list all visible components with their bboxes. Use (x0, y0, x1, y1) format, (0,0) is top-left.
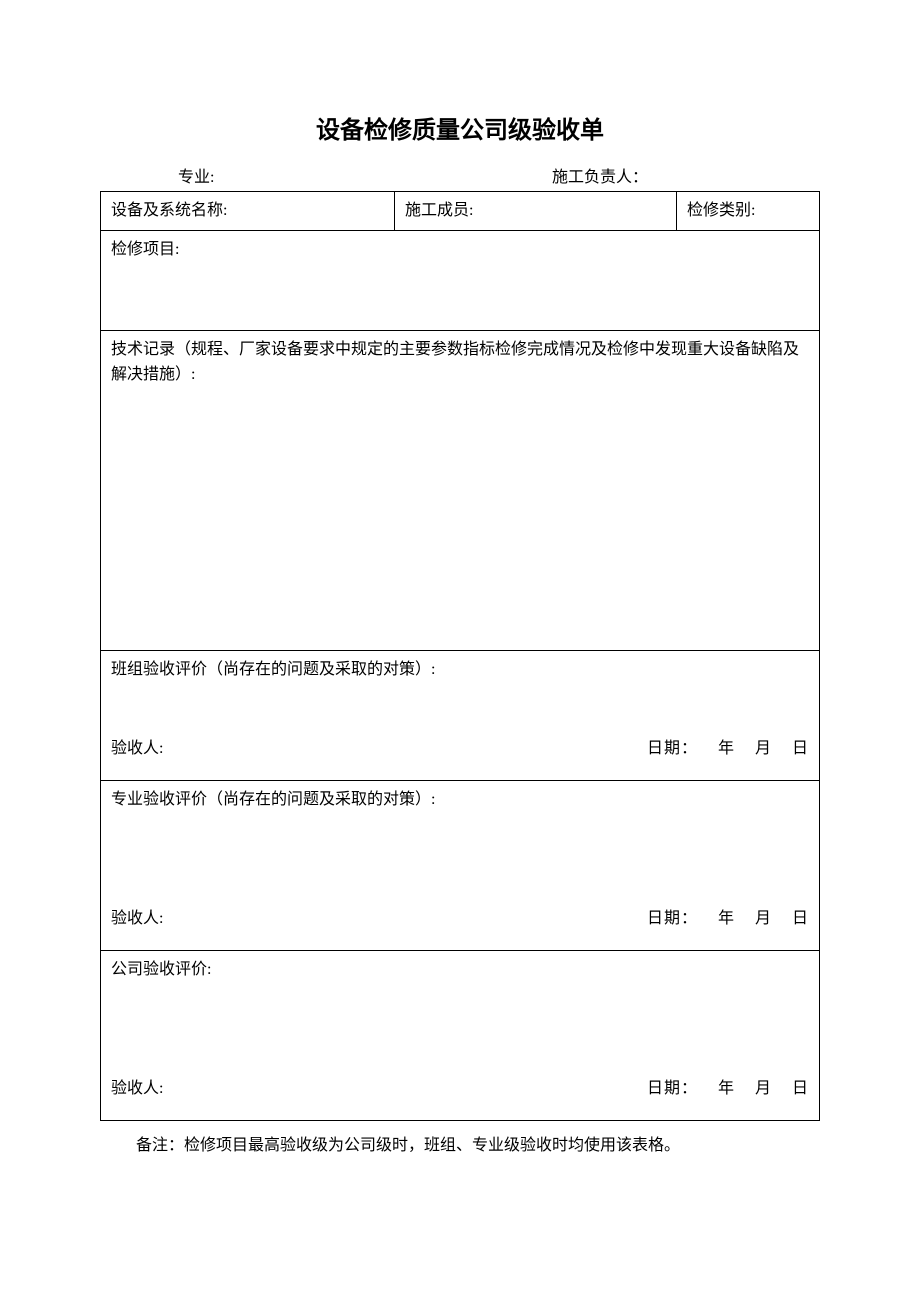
date-field: 日期： 年 月 日 (647, 906, 809, 932)
specialty-field: 专业: (178, 163, 552, 187)
crew-cell: 施工成员: (395, 192, 677, 231)
table-row: 专业验收评价（尚存在的问题及采取的对策）: 验收人: 日期： 年 月 日 (101, 780, 820, 950)
day-label: 日 (792, 740, 809, 757)
inspector-label: 验收人: (111, 906, 163, 932)
equipment-system-cell: 设备及系统名称: (101, 192, 395, 231)
specialty-eval-cell: 专业验收评价（尚存在的问题及采取的对策）: 验收人: 日期： 年 月 日 (101, 780, 820, 950)
table-row: 检修项目: (101, 230, 820, 330)
tech-record-cell: 技术记录（规程、厂家设备要求中规定的主要参数指标检修完成情况及检修中发现重大设备… (101, 330, 820, 650)
team-eval-label: 班组验收评价（尚存在的问题及采取的对策）: (111, 661, 435, 678)
year-label: 年 (718, 1080, 735, 1097)
inspection-items-cell: 检修项目: (101, 230, 820, 330)
table-row: 设备及系统名称: 施工成员: 检修类别: (101, 192, 820, 231)
construction-leader-field: 施工负责人： (552, 163, 820, 187)
date-label: 日期： (647, 740, 698, 757)
inspector-label: 验收人: (111, 1076, 163, 1102)
form-title: 设备检修质量公司级验收单 (100, 110, 820, 145)
specialty-eval-label: 专业验收评价（尚存在的问题及采取的对策）: (111, 791, 435, 808)
table-row: 班组验收评价（尚存在的问题及采取的对策）: 验收人: 日期： 年 月 日 (101, 650, 820, 780)
day-label: 日 (792, 1080, 809, 1097)
acceptance-form-table: 设备及系统名称: 施工成员: 检修类别: 检修项目: 技术记录（规程、厂家设备要… (100, 191, 820, 1121)
table-row: 公司验收评价: 验收人: 日期： 年 月 日 (101, 950, 820, 1120)
header-row: 专业: 施工负责人： (100, 163, 820, 187)
year-label: 年 (718, 910, 735, 927)
year-label: 年 (718, 740, 735, 757)
date-label: 日期： (647, 1080, 698, 1097)
date-field: 日期： 年 月 日 (647, 1076, 809, 1102)
month-label: 月 (755, 910, 772, 927)
team-eval-cell: 班组验收评价（尚存在的问题及采取的对策）: 验收人: 日期： 年 月 日 (101, 650, 820, 780)
month-label: 月 (755, 1080, 772, 1097)
maintenance-type-cell: 检修类别: (677, 192, 820, 231)
company-eval-label: 公司验收评价: (111, 961, 211, 978)
day-label: 日 (792, 910, 809, 927)
company-eval-cell: 公司验收评价: 验收人: 日期： 年 月 日 (101, 950, 820, 1120)
date-label: 日期： (647, 910, 698, 927)
table-row: 技术记录（规程、厂家设备要求中规定的主要参数指标检修完成情况及检修中发现重大设备… (101, 330, 820, 650)
inspector-label: 验收人: (111, 736, 163, 762)
date-field: 日期： 年 月 日 (647, 736, 809, 762)
footnote: 备注：检修项目最高验收级为公司级时，班组、专业级验收时均使用该表格。 (100, 1131, 820, 1155)
month-label: 月 (755, 740, 772, 757)
